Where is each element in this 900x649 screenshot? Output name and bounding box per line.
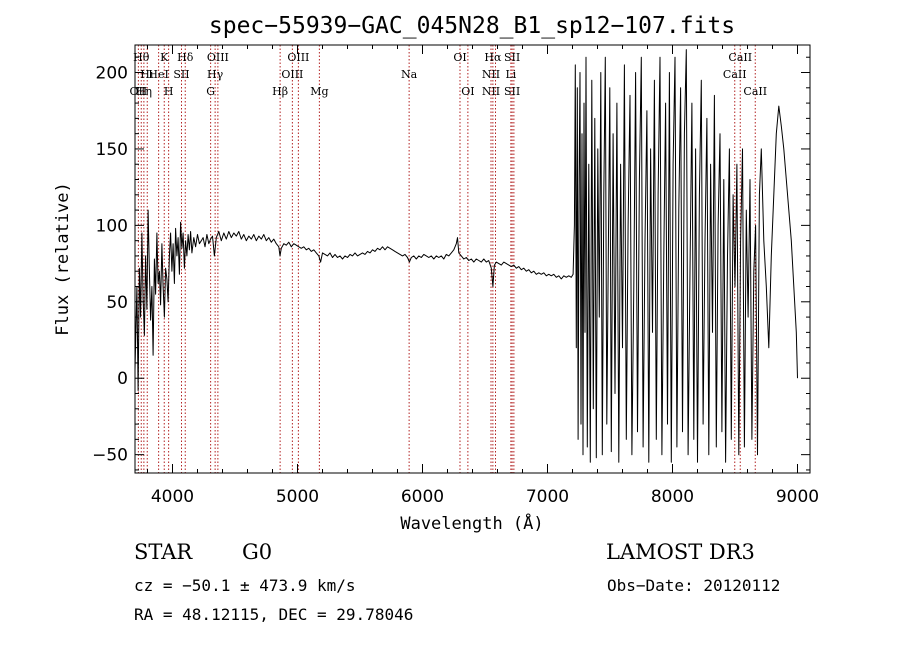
object-class: STAR <box>134 540 193 564</box>
line-marker-label: Hβ <box>272 85 288 98</box>
line-marker-label: Hθ <box>133 51 150 64</box>
x-axis-label: Wavelength (Å) <box>400 512 543 534</box>
x-tick-label: 4000 <box>151 487 194 507</box>
line-marker-label: Hη <box>136 85 152 98</box>
line-marker-label: Hδ <box>177 51 194 64</box>
line-marker-label: Hγ <box>207 68 224 81</box>
x-tick-label: 5000 <box>276 487 319 507</box>
line-marker-label: NII <box>482 85 500 98</box>
line-marker-label: Hι <box>140 68 154 81</box>
x-tick-label: 6000 <box>401 487 444 507</box>
line-marker-label: OI <box>453 51 466 64</box>
y-tick-label: 50 <box>106 293 128 313</box>
line-marker-label: HeI <box>148 68 168 81</box>
line-marker-label: OIII <box>207 51 229 64</box>
x-tick-label: 8000 <box>651 487 694 507</box>
y-axis-ticks: −50 0 50 100 150 200 <box>92 56 810 471</box>
redshift-text: cz = −50.1 ± 473.9 km/s <box>134 576 356 595</box>
line-marker-label: Li <box>505 68 516 81</box>
y-tick-label: 200 <box>96 64 128 84</box>
spectrum-series <box>134 49 798 463</box>
coordinates-text: RA = 48.12115, DEC = 29.78046 <box>134 605 414 624</box>
y-tick-label: 100 <box>96 216 128 236</box>
x-tick-label: 9000 <box>776 487 819 507</box>
y-axis-label: Flux (relative) <box>53 182 73 336</box>
obs-date-text: Obs−Date: 20120112 <box>607 576 781 595</box>
object-subclass: G0 <box>242 540 273 564</box>
line-marker-label: SII <box>173 68 189 81</box>
x-tick-label: 7000 <box>526 487 569 507</box>
line-marker-label: SII <box>504 85 520 98</box>
line-marker-label: Na <box>401 68 418 81</box>
line-marker-label: NII <box>482 68 500 81</box>
survey-name: LAMOST DR3 <box>606 540 755 564</box>
x-axis-ticks: 4000 5000 6000 7000 8000 9000 <box>147 45 819 507</box>
y-tick-label: −50 <box>92 446 128 466</box>
spectrum-line <box>134 49 798 463</box>
line-marker-label: H <box>164 85 174 98</box>
line-marker-label: OII <box>130 85 148 98</box>
line-marker-label: G <box>206 85 215 98</box>
chart-title: spec−55939−GAC_045N28_B1_sp12−107.fits <box>209 13 735 39</box>
line-marker-label: SII <box>504 51 520 64</box>
line-marker-label: K <box>160 51 169 64</box>
line-marker-label: CaII <box>728 51 752 64</box>
line-marker-label: OIII <box>281 68 303 81</box>
line-marker-label: CaII <box>723 68 747 81</box>
line-marker-label: CaII <box>743 85 767 98</box>
y-tick-label: 150 <box>96 140 128 160</box>
line-marker-label: OI <box>461 85 474 98</box>
y-tick-label: 0 <box>117 369 128 389</box>
line-marker-label: Hα <box>484 51 502 64</box>
line-marker-label: Mg <box>310 85 328 98</box>
line-marker-label: OIII <box>287 51 309 64</box>
